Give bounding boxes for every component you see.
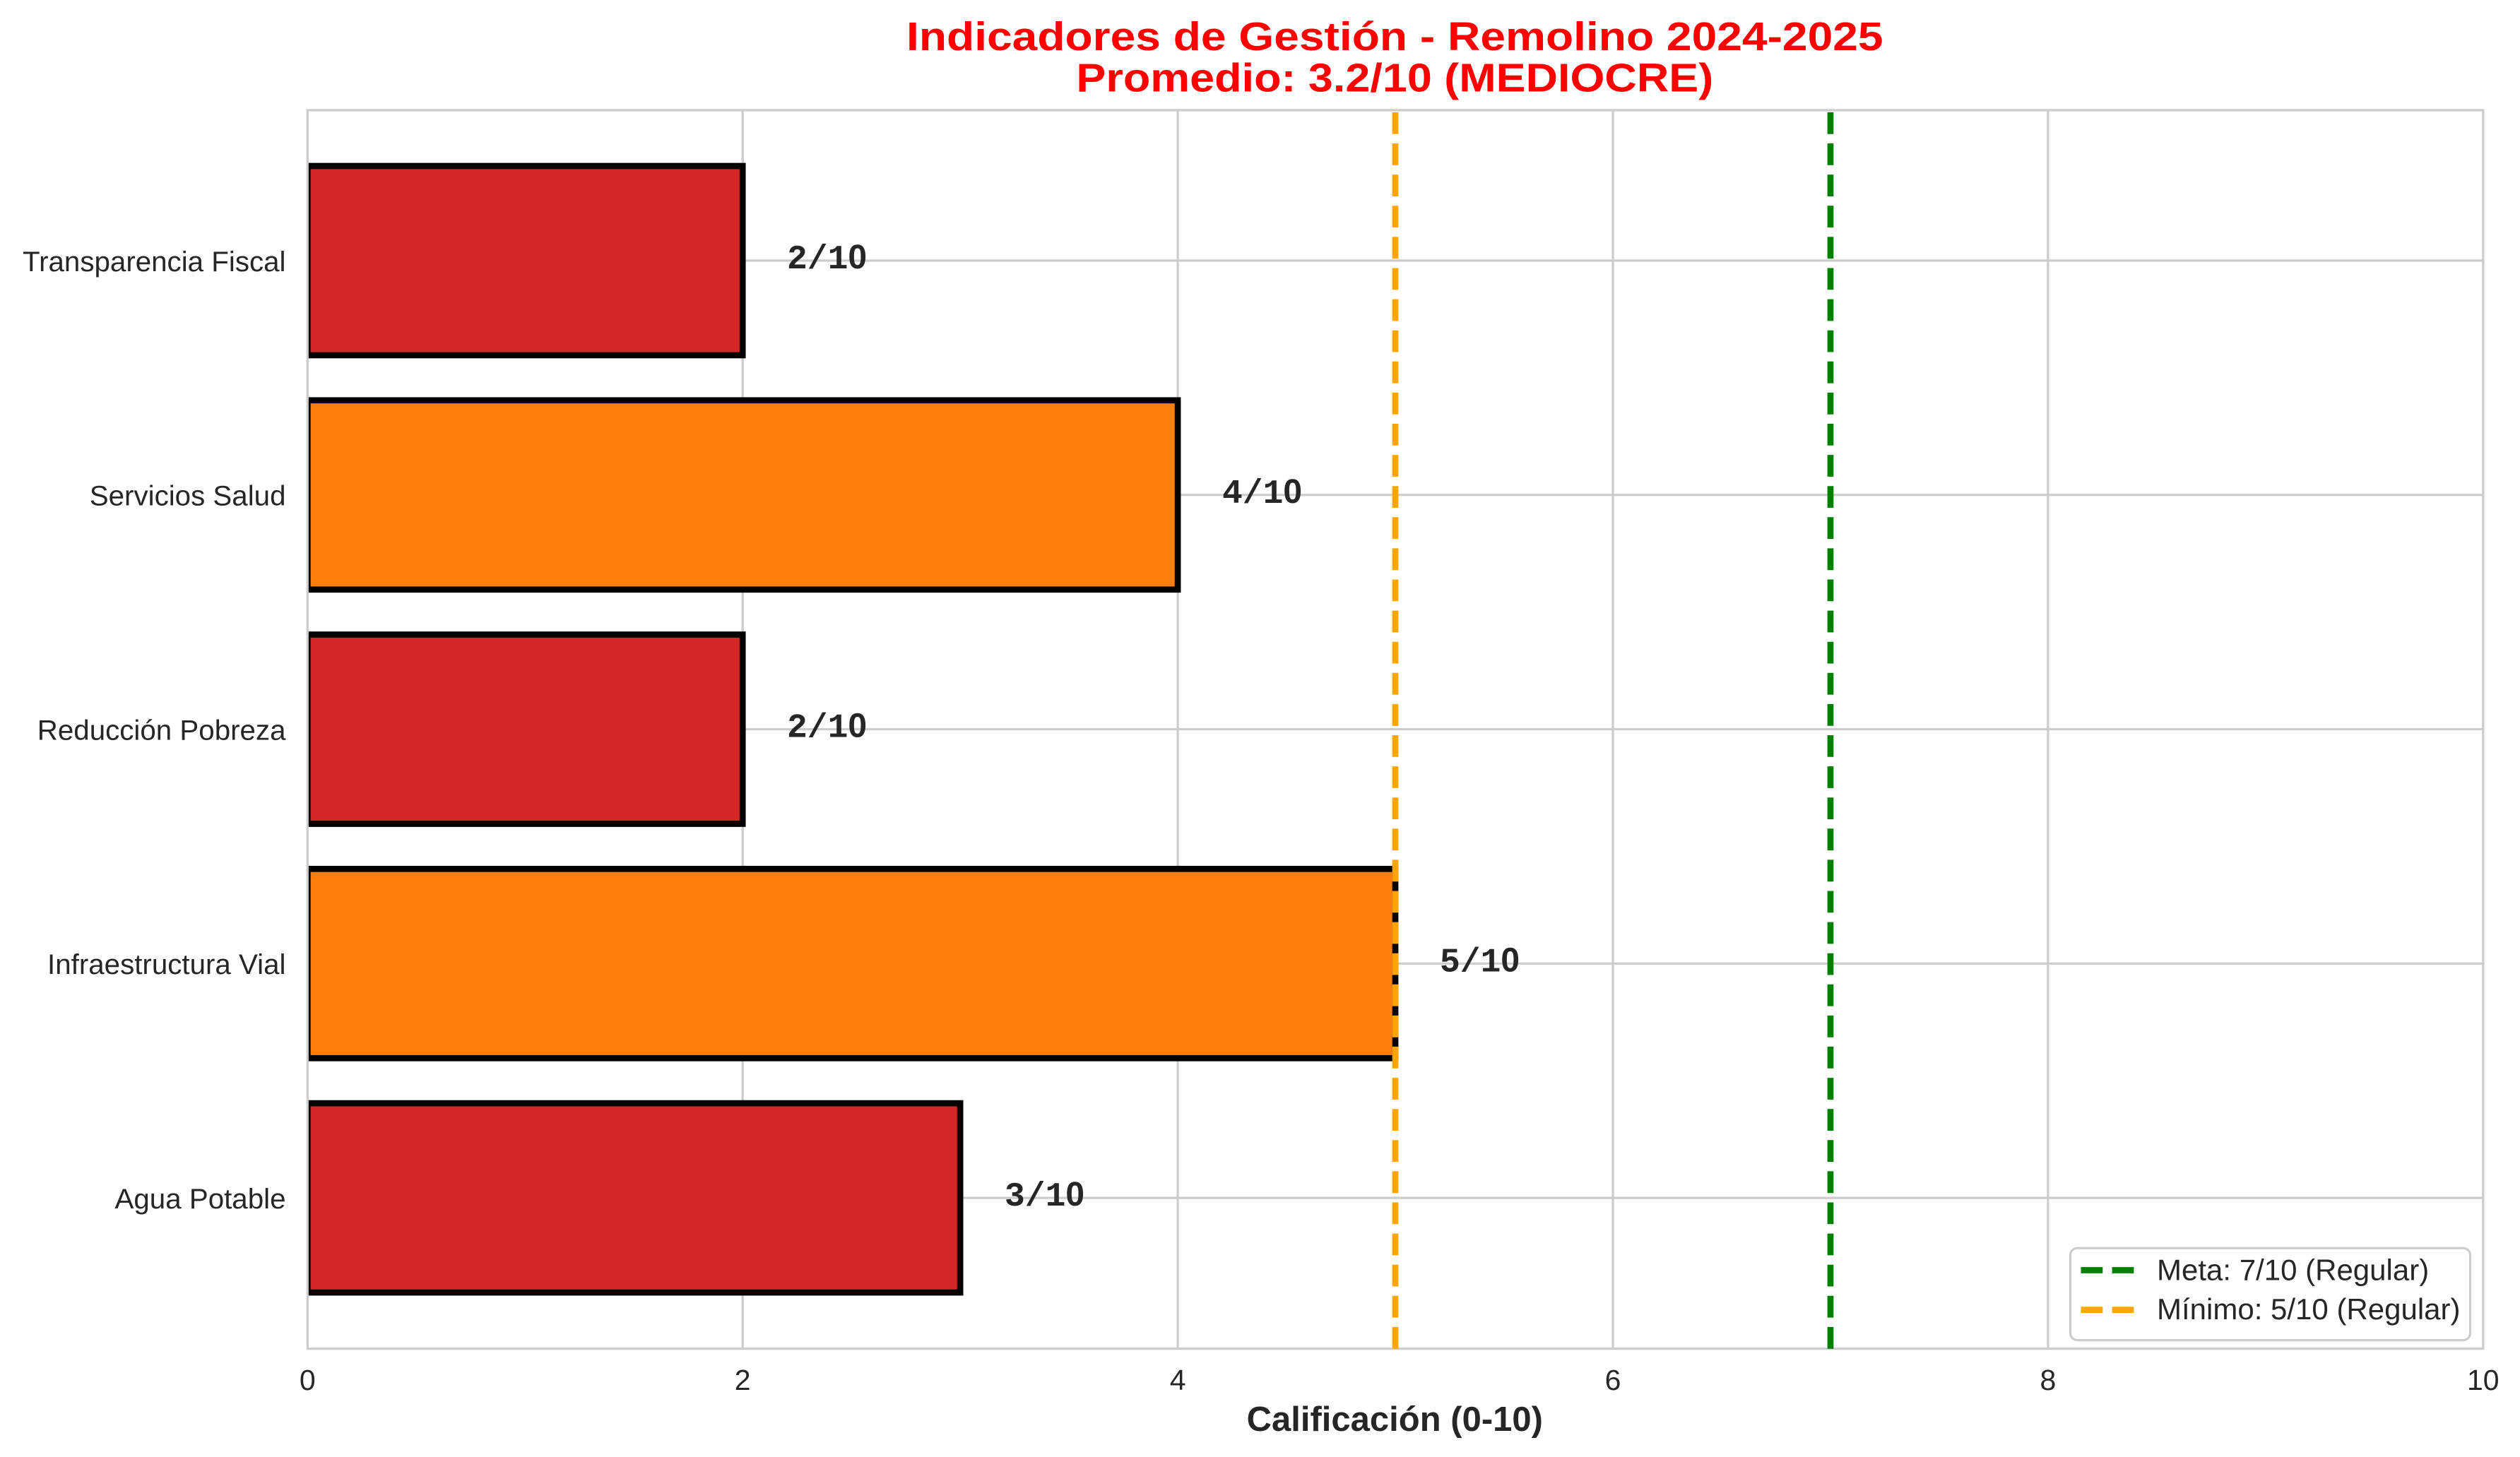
svg-text:Calificación (0-10): Calificación (0-10) [1247, 1400, 1543, 1439]
svg-text:4: 4 [1170, 1364, 1186, 1396]
svg-text:4/10: 4/10 [1222, 473, 1302, 513]
svg-text:Infraestructura Vial: Infraestructura Vial [47, 948, 285, 980]
svg-text:8: 8 [2040, 1364, 2056, 1396]
svg-text:Reducción Pobreza: Reducción Pobreza [37, 714, 286, 746]
svg-text:Indicadores de Gestión - Remol: Indicadores de Gestión - Remolino 2024-2… [906, 14, 1883, 59]
svg-text:2: 2 [735, 1364, 751, 1396]
svg-text:0: 0 [300, 1364, 316, 1396]
svg-text:6: 6 [1605, 1364, 1621, 1396]
svg-text:2/10: 2/10 [787, 708, 867, 748]
svg-text:2/10: 2/10 [787, 239, 867, 279]
svg-text:10: 10 [2467, 1364, 2500, 1396]
svg-text:Agua Potable: Agua Potable [115, 1183, 286, 1215]
svg-text:3/10: 3/10 [1005, 1176, 1084, 1216]
svg-text:Meta: 7/10 (Regular): Meta: 7/10 (Regular) [2157, 1254, 2429, 1287]
svg-text:5/10: 5/10 [1440, 941, 1520, 982]
svg-text:Promedio: 3.2/10 (MEDIOCRE): Promedio: 3.2/10 (MEDIOCRE) [1076, 56, 1713, 101]
svg-text:Transparencia Fiscal: Transparencia Fiscal [23, 246, 286, 278]
svg-text:Servicios Salud: Servicios Salud [90, 480, 286, 512]
svg-text:Mínimo: 5/10 (Regular): Mínimo: 5/10 (Regular) [2157, 1292, 2461, 1326]
